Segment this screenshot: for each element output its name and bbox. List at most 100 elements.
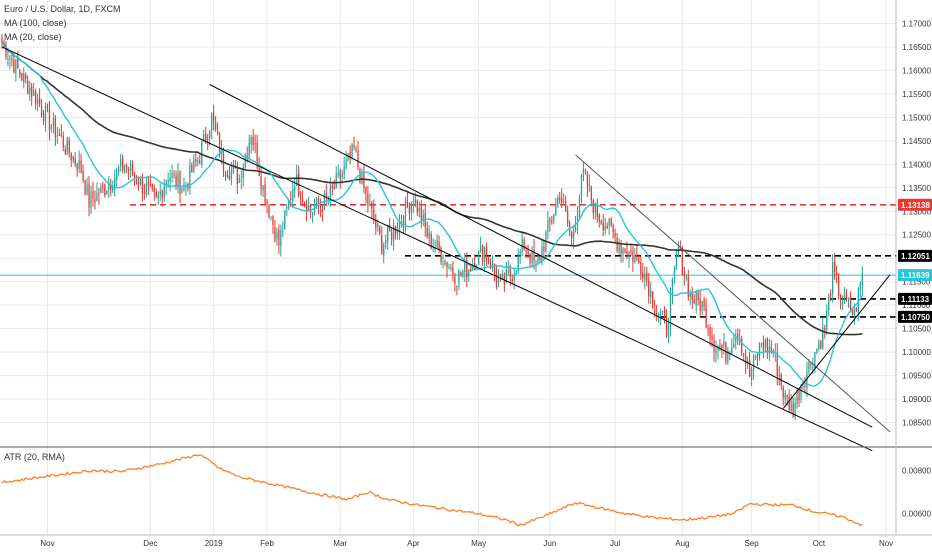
candle-body	[717, 345, 719, 351]
time-tick-label: Jul	[610, 539, 620, 548]
candle-body	[655, 313, 658, 315]
candle-body	[76, 163, 78, 171]
candle-body	[155, 191, 157, 197]
candle-body	[715, 349, 717, 354]
price-tick-label: 1.08500	[902, 419, 931, 428]
atr-legend: ATR (20, RMA)	[4, 452, 65, 462]
candle-body	[456, 285, 458, 287]
candle-body	[335, 174, 337, 188]
candle-body	[270, 216, 272, 218]
candle-body	[663, 309, 666, 317]
candle-body	[15, 58, 17, 75]
candle-body	[104, 184, 106, 196]
candle-body	[748, 360, 751, 377]
price-badge-1.11133	[898, 292, 932, 305]
candle-body	[420, 206, 422, 223]
price-badge-label: 1.12051	[901, 252, 930, 261]
candle-body	[383, 244, 385, 256]
candle-body	[483, 248, 486, 263]
candle-body	[814, 352, 816, 369]
price-tick-label: 1.14000	[902, 160, 931, 169]
candle-body	[274, 226, 276, 241]
candle-body	[357, 150, 359, 168]
candle-body	[640, 262, 642, 274]
candle-body	[351, 143, 353, 157]
candle-body	[230, 170, 233, 180]
candle-body	[687, 277, 689, 298]
candle-body	[691, 291, 693, 301]
trendline-2	[575, 154, 891, 433]
candle-body	[511, 278, 513, 282]
candle-body	[410, 203, 413, 213]
candle-body	[630, 251, 632, 253]
candle-body	[760, 343, 763, 345]
candle-body	[624, 248, 626, 253]
candle-body	[835, 272, 838, 275]
candle-body	[167, 179, 169, 183]
candle-body	[551, 220, 553, 222]
candle-body	[855, 307, 858, 312]
candle-body	[586, 172, 589, 188]
candle-body	[584, 169, 587, 171]
candle-body	[268, 205, 270, 218]
candle-body	[191, 165, 193, 173]
candle-body	[38, 97, 41, 105]
candle-body	[481, 245, 484, 262]
candle-body	[770, 347, 773, 352]
candle-body	[594, 203, 596, 213]
price-tick-label: 1.11500	[902, 278, 931, 287]
candle-body	[636, 254, 638, 258]
price-tick-label: 1.15500	[902, 90, 931, 99]
candle-body	[432, 247, 434, 249]
price-tick-label: 1.13500	[902, 184, 931, 193]
price-tick-label: 1.17000	[902, 19, 931, 28]
candle-body	[84, 180, 86, 195]
candle-body	[830, 293, 832, 296]
candle-body	[681, 248, 684, 275]
time-tick-label: Sep	[744, 539, 759, 548]
candle-body	[375, 219, 377, 228]
candle-body	[139, 177, 142, 185]
candle-body	[337, 172, 339, 175]
candle-body	[317, 198, 320, 206]
candle-body	[788, 396, 790, 411]
candle-body	[501, 274, 504, 281]
candle-body	[157, 194, 159, 199]
candle-body	[319, 204, 322, 208]
candle-body	[100, 185, 102, 193]
candle-body	[531, 250, 533, 264]
candle-body	[553, 214, 555, 222]
candle-body	[212, 112, 215, 122]
candle-body	[153, 187, 155, 192]
candle-body	[703, 298, 705, 308]
candle-body	[11, 58, 13, 60]
candle-body	[859, 283, 862, 291]
candle-body	[272, 215, 274, 225]
candle-body	[260, 176, 262, 189]
candle-body	[228, 175, 231, 180]
candle-body	[697, 293, 699, 301]
candle-body	[521, 239, 523, 253]
candle-body	[179, 170, 181, 195]
trendline-0	[209, 84, 873, 428]
candle-body	[199, 160, 201, 163]
candle-body	[377, 224, 379, 227]
candle-body	[602, 222, 604, 231]
candle-body	[296, 174, 298, 186]
candle-body	[108, 184, 110, 190]
candle-body	[68, 139, 70, 153]
candle-body	[280, 230, 282, 247]
candle-body	[94, 199, 96, 203]
candle-body	[163, 186, 165, 198]
candle-body	[820, 340, 822, 349]
candle-body	[82, 170, 84, 181]
candle-body	[396, 231, 399, 234]
atr-tick-label: 0.00600	[902, 510, 931, 519]
candle-body	[576, 214, 579, 226]
candle-body	[719, 346, 721, 348]
candle-body	[363, 173, 365, 189]
candle-body	[193, 159, 195, 172]
candle-body	[353, 145, 355, 148]
candle-body	[246, 155, 248, 157]
